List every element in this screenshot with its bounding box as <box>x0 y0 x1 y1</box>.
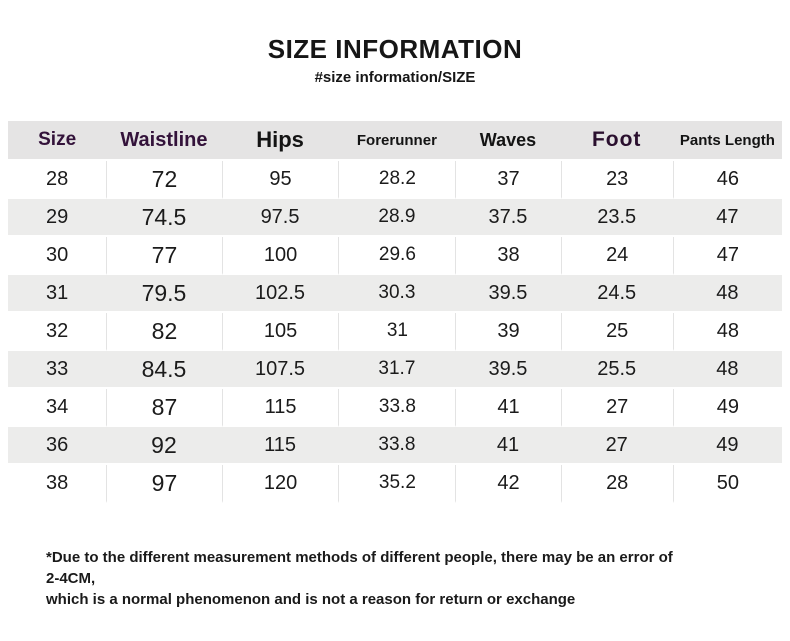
table-cell: 77 <box>106 237 222 275</box>
table-cell: 28 <box>8 161 107 199</box>
table-cell: 34 <box>8 389 107 427</box>
table-cell: 72 <box>106 161 222 199</box>
table-cell: 30 <box>8 237 107 275</box>
table-row: 36 92 115 33.8 41 27 49 <box>8 427 782 465</box>
table-row: 29 74.5 97.5 28.9 37.5 23.5 47 <box>8 199 782 237</box>
table-cell: 84.5 <box>106 351 222 389</box>
table-cell: 41 <box>455 389 561 427</box>
table-cell: 50 <box>672 465 782 503</box>
table-cell: 49 <box>672 427 782 465</box>
table-row: 38 97 120 35.2 42 28 50 <box>8 465 782 503</box>
table-cell: 97.5 <box>221 199 339 237</box>
table-cell: 41 <box>455 427 561 465</box>
table-cell: 39.5 <box>455 351 561 389</box>
table-cell: 115 <box>221 427 339 465</box>
table-cell: 115 <box>221 389 339 427</box>
table-cell: 97 <box>106 465 222 503</box>
table-cell: 31 <box>338 313 456 351</box>
table-cell: 105 <box>221 313 339 351</box>
table-cell: 46 <box>672 161 782 199</box>
table-row: 32 82 105 31 39 25 48 <box>8 313 782 351</box>
table-row: 31 79.5 102.5 30.3 39.5 24.5 48 <box>8 275 782 313</box>
table-cell: 47 <box>672 199 782 237</box>
footnote: *Due to the different measurement method… <box>46 547 686 610</box>
table-header-row: Size Waistline Hips Forerunner Waves Foo… <box>8 121 782 161</box>
table-cell: 79.5 <box>106 275 222 313</box>
column-header-forerunner: Forerunner <box>338 121 456 161</box>
table-cell: 100 <box>221 237 339 275</box>
table-cell: 37.5 <box>455 199 561 237</box>
table-cell: 87 <box>106 389 222 427</box>
page-title: SIZE INFORMATION <box>267 34 523 64</box>
table-cell: 25.5 <box>560 351 673 389</box>
size-table-head: Size Waistline Hips Forerunner Waves Foo… <box>8 121 782 161</box>
table-cell: 48 <box>672 351 782 389</box>
table-cell: 49 <box>672 389 782 427</box>
table-cell: 36 <box>8 427 107 465</box>
size-table-body: 28 72 95 28.2 37 23 46 29 74.5 97.5 28.9 37.5 23.5 47… <box>8 161 782 503</box>
table-cell: 33 <box>8 351 107 389</box>
table-cell: 27 <box>560 427 673 465</box>
table-cell: 28.2 <box>338 161 456 199</box>
table-cell: 39 <box>455 313 561 351</box>
table-cell: 47 <box>672 237 782 275</box>
table-cell: 25 <box>560 313 673 351</box>
page-subtitle: #size information/SIZE <box>314 69 476 86</box>
table-cell: 38 <box>8 465 107 503</box>
table-cell: 27 <box>560 389 673 427</box>
table-cell: 48 <box>672 275 782 313</box>
table-cell: 24.5 <box>560 275 673 313</box>
table-cell: 31.7 <box>338 351 456 389</box>
table-row: 34 87 115 33.8 41 27 49 <box>8 389 782 427</box>
table-row: 30 77 100 29.6 38 24 47 <box>8 237 782 275</box>
table-cell: 31 <box>8 275 107 313</box>
column-header-waistline: Waistline <box>106 121 222 161</box>
table-cell: 23 <box>560 161 673 199</box>
column-header-pants-length: Pants Length <box>672 121 782 161</box>
table-cell: 95 <box>221 161 339 199</box>
table-cell: 29.6 <box>338 237 456 275</box>
table-cell: 29 <box>8 199 107 237</box>
table-cell: 107.5 <box>221 351 339 389</box>
table-cell: 37 <box>455 161 561 199</box>
table-cell: 28.9 <box>338 199 456 237</box>
table-cell: 42 <box>455 465 561 503</box>
table-cell: 35.2 <box>338 465 456 503</box>
size-table: Size Waistline Hips Forerunner Waves Foo… <box>8 121 782 503</box>
size-info-page: SIZE INFORMATION #size information/SIZE … <box>0 34 790 610</box>
table-cell: 74.5 <box>106 199 222 237</box>
footnote-line-1: *Due to the different measurement method… <box>46 549 673 587</box>
table-cell: 33.8 <box>338 389 456 427</box>
table-row: 33 84.5 107.5 31.7 39.5 25.5 48 <box>8 351 782 389</box>
table-cell: 48 <box>672 313 782 351</box>
table-cell: 82 <box>106 313 222 351</box>
column-header-waves: Waves <box>455 121 561 161</box>
column-header-hips: Hips <box>221 121 339 161</box>
table-cell: 38 <box>455 237 561 275</box>
table-cell: 102.5 <box>221 275 339 313</box>
table-cell: 33.8 <box>338 427 456 465</box>
table-cell: 24 <box>560 237 673 275</box>
table-cell: 32 <box>8 313 107 351</box>
column-header-size: Size <box>8 121 107 161</box>
table-cell: 30.3 <box>338 275 456 313</box>
table-cell: 92 <box>106 427 222 465</box>
table-cell: 39.5 <box>455 275 561 313</box>
footnote-line-2: which is a normal phenomenon and is not … <box>46 591 576 608</box>
table-cell: 120 <box>221 465 339 503</box>
table-row: 28 72 95 28.2 37 23 46 <box>8 161 782 199</box>
column-header-foot: Foot <box>560 121 673 161</box>
table-cell: 28 <box>560 465 673 503</box>
table-cell: 23.5 <box>560 199 673 237</box>
